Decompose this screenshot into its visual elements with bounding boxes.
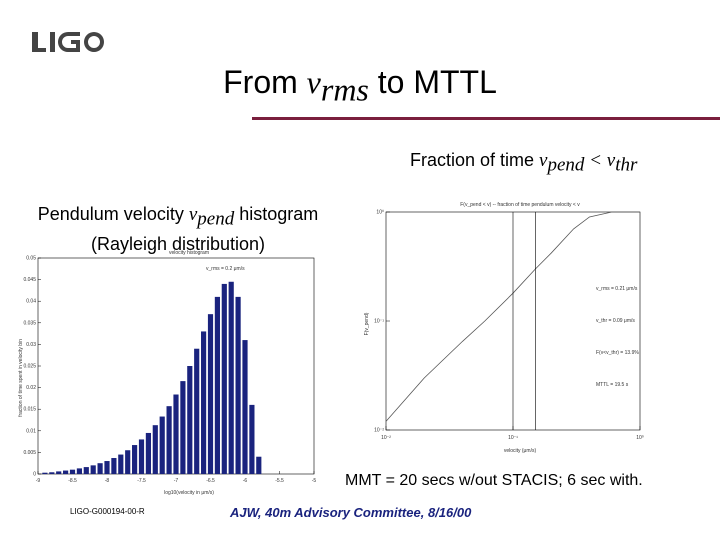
- hist-bar: [201, 331, 207, 474]
- hist-bar: [56, 471, 62, 474]
- cdf-ytick-label: 10⁻²: [374, 428, 384, 434]
- hist-xtick-label: -9: [36, 478, 41, 484]
- footer-text: AJW, 40m Advisory Committee, 8/16/00: [230, 505, 472, 520]
- hist-ytick-label: 0.01: [26, 428, 36, 434]
- hist-title: velocity histogram: [169, 250, 209, 256]
- cdf-title: F(v_pend < v) -- fraction of time pendul…: [460, 202, 580, 208]
- hist-xlabel: log10(velocity in μm/s): [164, 490, 214, 496]
- mmt-note: MMT = 20 secs w/out STACIS; 6 sec with.: [345, 472, 643, 489]
- cdf-xtick-label: 10⁻¹: [508, 435, 518, 441]
- hist-ytick-label: 0.035: [23, 320, 36, 326]
- hist-bar: [242, 340, 248, 474]
- document-number: LIGO-G000194-00-R: [70, 507, 145, 516]
- caption-left: Pendulum velocity vpend histogram (Rayle…: [37, 204, 319, 254]
- hist-bar: [42, 472, 48, 474]
- hist-bar: [152, 425, 158, 474]
- hist-bar: [63, 470, 69, 474]
- hist-annotation: v_rms = 0.2 μm/s: [206, 266, 245, 272]
- hist-ytick-label: 0.03: [26, 342, 36, 348]
- hist-bar: [118, 454, 124, 474]
- hist-bar: [138, 439, 145, 474]
- cdf-annotation: F(v<v_thr) = 13.9%: [596, 350, 639, 356]
- hist-bar: [104, 461, 110, 474]
- hist-bar: [125, 450, 131, 474]
- hist-bar: [166, 406, 172, 474]
- hist-xtick-label: -8: [105, 478, 110, 484]
- cdf-xlabel: velocity (μm/s): [504, 448, 537, 454]
- hist-ytick-label: 0: [33, 472, 36, 478]
- cdf-annotation: v_thr = 0.09 μm/s: [596, 318, 635, 324]
- hist-ytick-label: 0.05: [26, 256, 36, 262]
- hist-xtick-label: -7.5: [137, 478, 146, 484]
- hist-bar: [249, 404, 255, 474]
- hist-bar: [159, 416, 165, 474]
- hist-bar: [83, 467, 89, 474]
- cdf-chart: F(v_pend < v) -- fraction of time pendul…: [364, 202, 644, 454]
- cdf-ylabel: F(v_pend): [364, 312, 370, 335]
- hist-bar: [207, 314, 214, 474]
- hist-bar: [76, 468, 82, 474]
- hist-bar: [145, 432, 151, 474]
- hist-bar: [194, 348, 200, 474]
- hist-ytick-label: 0.02: [26, 385, 36, 391]
- hist-ylabel: fraction of time spent in velocity bin: [18, 339, 24, 417]
- hist-bar: [214, 296, 220, 474]
- hist-ytick-label: 0.005: [23, 450, 36, 456]
- hist-bar: [221, 283, 227, 474]
- hist-bar: [49, 472, 55, 474]
- title-rule: [252, 117, 720, 120]
- hist-xtick-label: -7: [174, 478, 179, 484]
- hist-bar: [187, 366, 193, 474]
- cdf-annotation: MTTL = 19.5 s: [596, 382, 629, 388]
- hist-ytick-label: 0.015: [23, 407, 36, 413]
- hist-bar: [228, 281, 234, 474]
- cdf-xtick-label: 10⁰: [636, 435, 644, 441]
- velocity-histogram-chart: velocity histogram fraction of time spen…: [18, 250, 317, 496]
- slide-title: From vrms to MTTL: [223, 64, 497, 108]
- hist-xtick-label: -8.5: [68, 478, 77, 484]
- ligo-logo: [32, 32, 104, 52]
- hist-bar: [97, 463, 103, 474]
- hist-bar: [256, 456, 262, 474]
- hist-ytick-label: 0.04: [26, 299, 36, 305]
- cdf-xtick-label: 10⁻²: [381, 435, 391, 441]
- hist-xtick-label: -5: [312, 478, 317, 484]
- hist-xtick-label: -5.5: [275, 478, 284, 484]
- hist-bar: [69, 469, 76, 474]
- cdf-ytick-label: 10⁻¹: [374, 319, 384, 325]
- hist-ytick-label: 0.045: [23, 277, 36, 283]
- hist-bar: [132, 445, 138, 474]
- cdf-ytick-label: 10⁰: [376, 210, 384, 216]
- hist-xtick-label: -6: [243, 478, 248, 484]
- hist-bar: [111, 458, 117, 474]
- cdf-annotation: v_rms = 0.21 μm/s: [596, 286, 638, 292]
- hist-bar: [235, 296, 241, 474]
- hist-bar: [180, 381, 186, 474]
- hist-ytick-label: 0.025: [23, 364, 36, 370]
- hist-bar: [90, 465, 96, 474]
- caption-right: Fraction of time vpend < vthr: [410, 150, 638, 176]
- hist-bar: [173, 394, 179, 474]
- hist-xtick-label: -6.5: [206, 478, 215, 484]
